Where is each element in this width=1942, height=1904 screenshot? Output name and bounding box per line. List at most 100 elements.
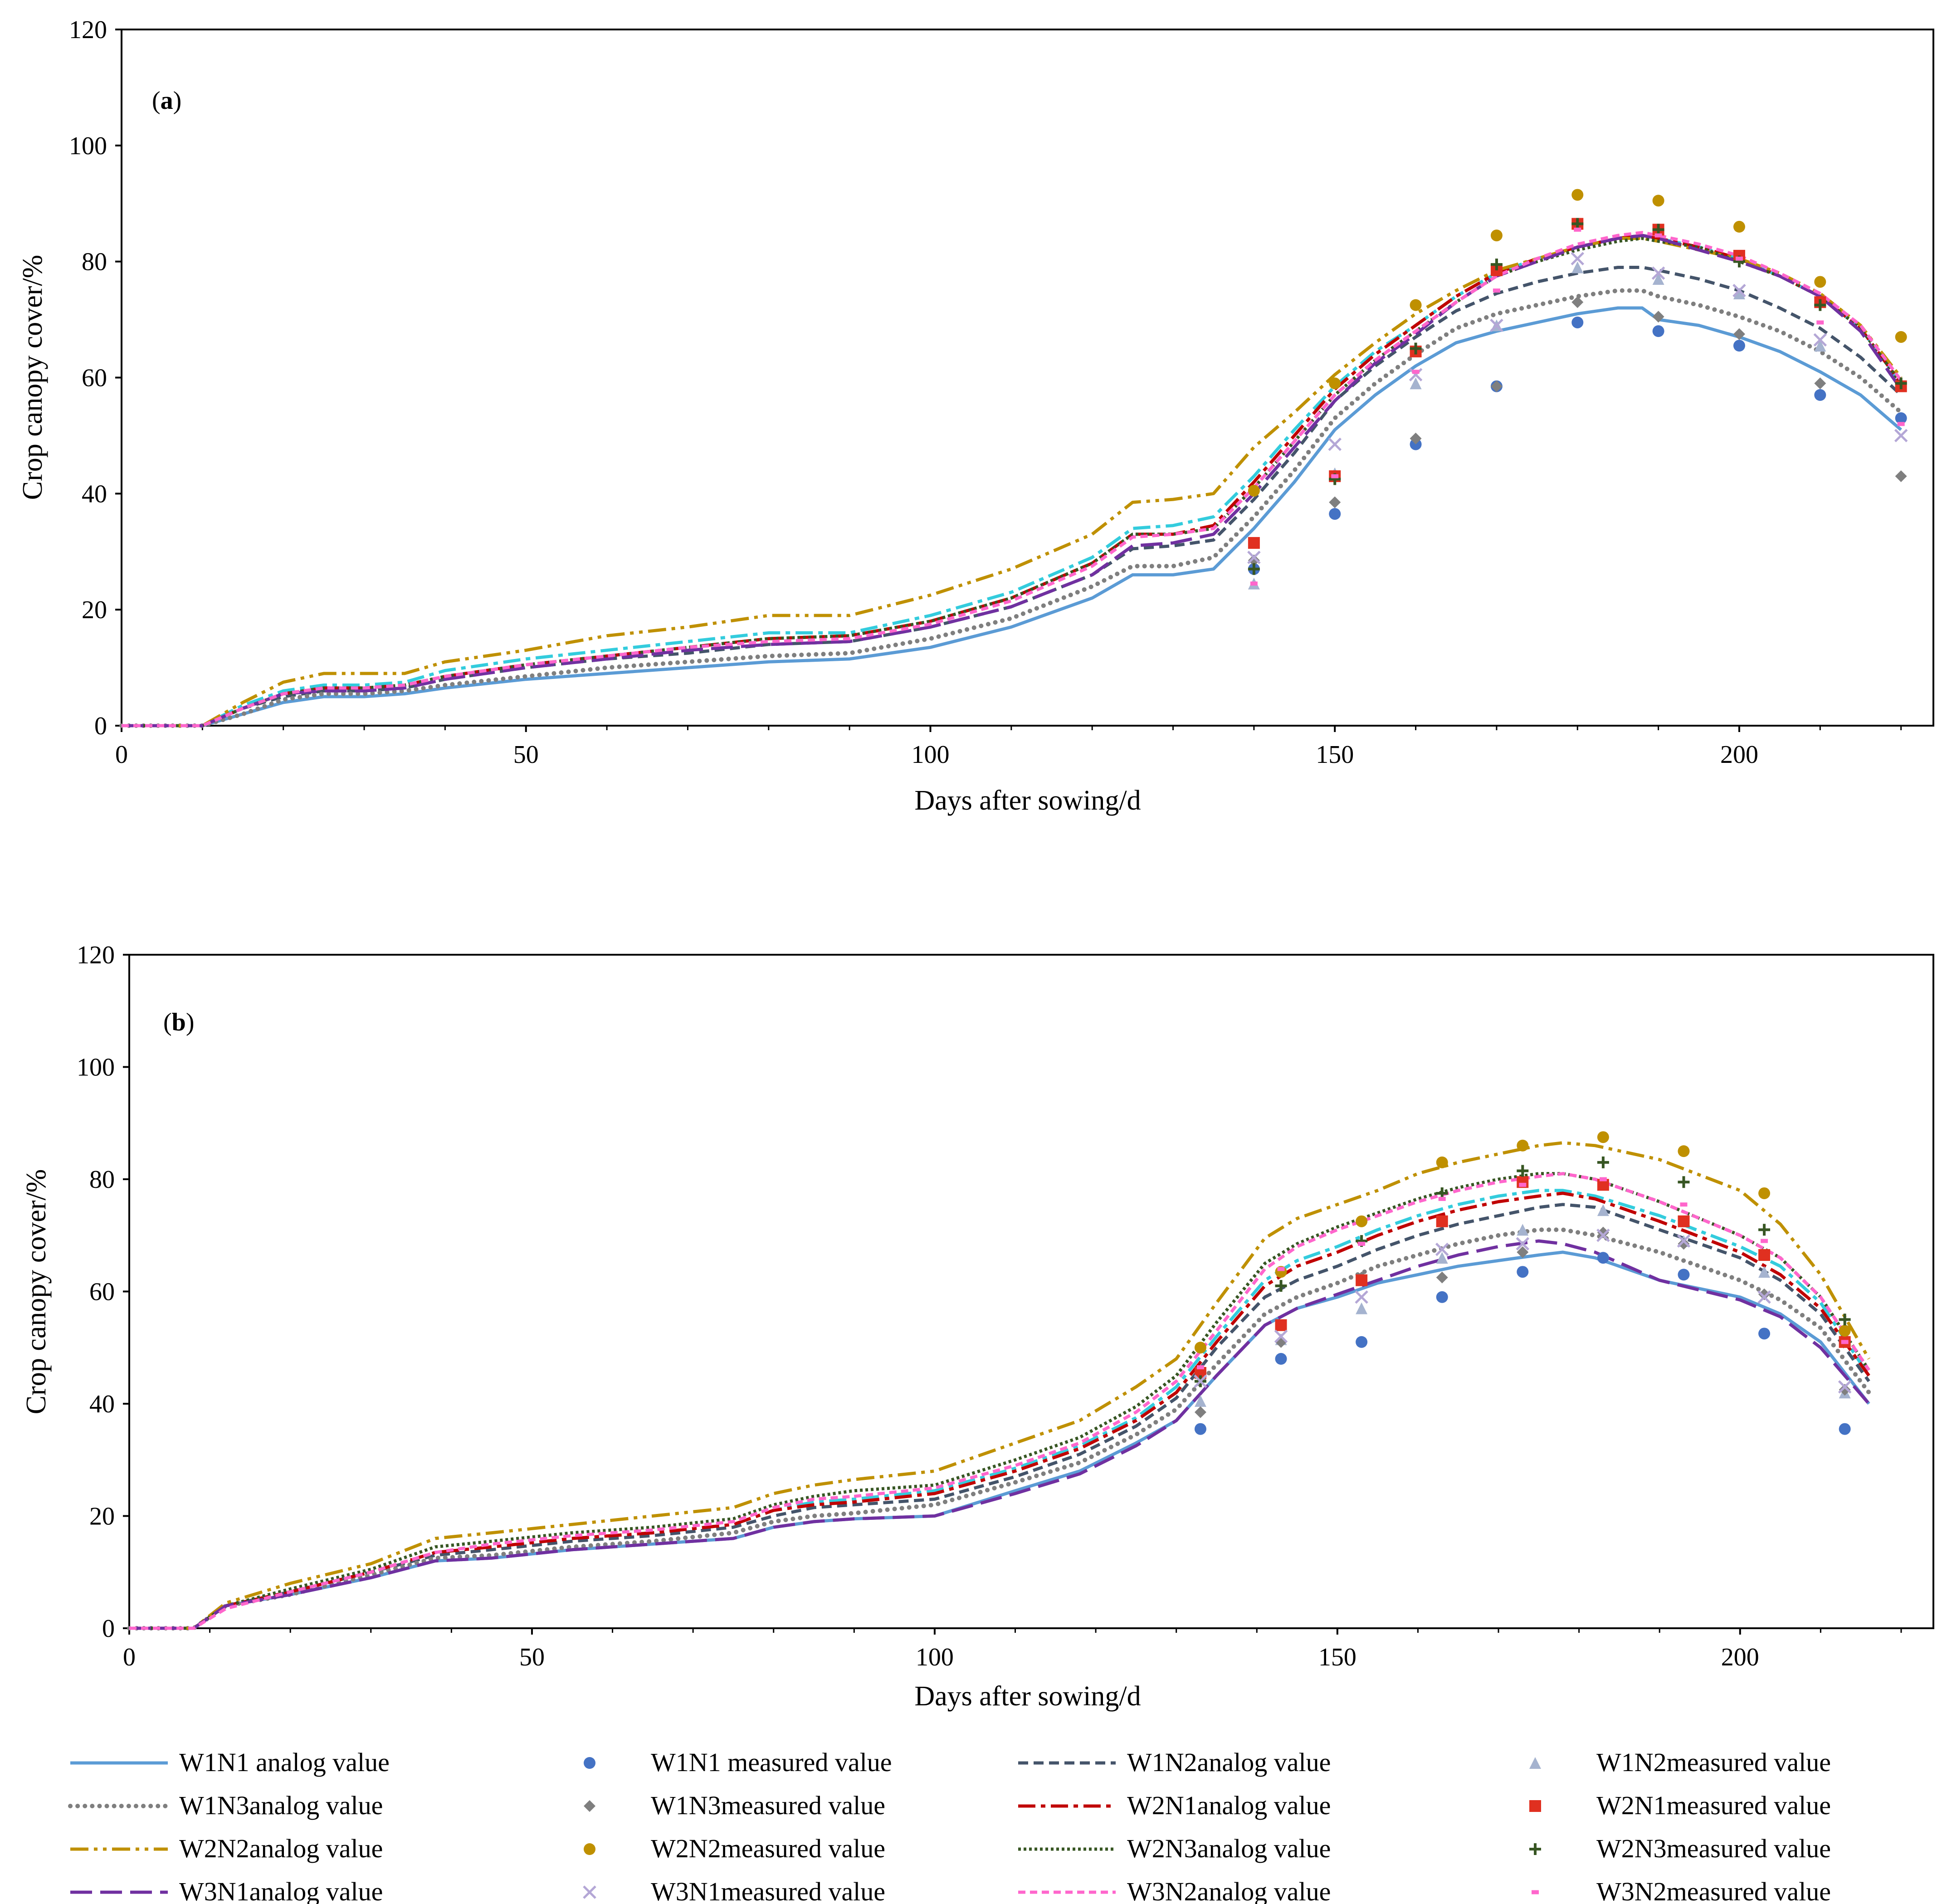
- legend-label: W2N3measured value: [1596, 1834, 1831, 1863]
- measured-point-w2n3: [1517, 1165, 1529, 1177]
- y-tick-label: 60: [89, 1278, 115, 1306]
- measured-point-w2n3: [1839, 1313, 1851, 1326]
- measured-point-w3n1: [1813, 333, 1827, 347]
- measured-point-w2n2: [1839, 1325, 1851, 1337]
- measured-point-w3n1: [1247, 551, 1261, 564]
- measured-point-w1n1: [1356, 1336, 1368, 1348]
- measured-point-w1n3: [1490, 380, 1503, 392]
- legend-marker-swatch: [584, 1757, 595, 1769]
- measured-point-w1n3: [1733, 328, 1745, 340]
- legend-label: W1N3measured value: [651, 1791, 885, 1820]
- y-tick-label: 80: [89, 1166, 115, 1194]
- panel-letter-b: b: [172, 1008, 186, 1036]
- measured-point-w2n3: [1490, 259, 1503, 271]
- measured-point-w3n1: [1677, 1234, 1691, 1248]
- axis-ticks-a: 0 20 40 60 80 100 120 0 50 100 150 200: [69, 16, 1902, 769]
- measured-point-w3n1: [1894, 429, 1908, 443]
- measured-point-w2n3: [1275, 1280, 1287, 1292]
- measured-point-w3n1: [1571, 252, 1585, 266]
- measured-point-w1n3: [1895, 470, 1907, 482]
- series-line-w2n2: [122, 237, 1903, 727]
- legend-item-w2n1-line: W2N1analog value: [1018, 1791, 1331, 1820]
- legend-item-w3n2-marker: W3N2measured value: [1532, 1877, 1831, 1904]
- measured-point-w2n2: [1571, 189, 1584, 201]
- chart-panel-b: 0 20 40 60 80 100 120 0 50 100 150 200 (b) Days aft…: [21, 941, 1934, 1712]
- series-line-w2n1: [129, 1191, 1870, 1630]
- legend-label: W3N2measured value: [1596, 1877, 1831, 1904]
- measured-point-w1n2: [1733, 288, 1745, 300]
- measured-point-w2n2: [1248, 484, 1260, 497]
- y-tick-label: 120: [69, 16, 107, 44]
- legend-item-w2n3-marker: W2N3measured value: [1529, 1834, 1831, 1863]
- measured-point-w1n2: [1652, 273, 1664, 285]
- series-line-w3n2: [122, 231, 1903, 727]
- measured-point-w1n3: [1814, 377, 1826, 390]
- legend-marker-swatch: [1529, 1757, 1541, 1769]
- measured-point-w3n1: [1757, 1290, 1771, 1304]
- measured-point-w1n1: [1436, 1291, 1448, 1303]
- measured-point-w1n3: [1194, 1406, 1206, 1418]
- measured-point-w2n2: [1329, 377, 1341, 390]
- panel-letter-a: a: [161, 87, 173, 115]
- series-line-w3n2: [129, 1172, 1870, 1630]
- measured-point-w2n1: [1248, 537, 1260, 549]
- y-tick-label: 20: [82, 596, 107, 624]
- series-line-cyan: [129, 1189, 1870, 1630]
- legend-label: W2N3analog value: [1127, 1834, 1331, 1863]
- measured-point-w1n1: [1275, 1353, 1287, 1365]
- measured-point-w3n1: [1194, 1374, 1207, 1388]
- measured-point-w1n3: [1248, 554, 1260, 566]
- x-tick-label: 0: [115, 741, 128, 769]
- measured-point-w1n2: [1571, 261, 1584, 273]
- measured-point-w2n1: [1356, 1274, 1368, 1286]
- legend-item-w1n2-marker: W1N2measured value: [1529, 1748, 1831, 1777]
- legend-item-w2n3-line: W2N3analog value: [1018, 1834, 1331, 1863]
- legend-label: W1N1 measured value: [651, 1748, 892, 1777]
- chart-panel-a: 0 20 40 60 80 100 120 0 50 100 150 200 (a) Days aft…: [17, 16, 1934, 816]
- analog-lines-b: [127, 1141, 1871, 1631]
- measured-point-w1n1: [1194, 1423, 1206, 1435]
- panel-label-b: (b): [163, 1008, 194, 1036]
- measured-point-w2n1: [1678, 1215, 1690, 1227]
- y-tick-label: 0: [94, 712, 107, 740]
- measured-point-w1n1: [1597, 1252, 1609, 1264]
- legend-item-w1n3-line: W1N3analog value: [68, 1791, 383, 1820]
- legend-item-w1n1-marker: W1N1 measured value: [584, 1748, 892, 1777]
- measured-point-w2n3: [1410, 342, 1422, 355]
- legend-item-w3n2-line: W3N2analog value: [1018, 1877, 1331, 1904]
- measured-point-w1n1: [1895, 412, 1907, 425]
- measured-point-w1n1: [1517, 1266, 1529, 1278]
- measured-point-w1n2: [1517, 1224, 1529, 1236]
- measured-point-w2n2: [1517, 1139, 1529, 1152]
- legend-item-w2n2-line: W2N2analog value: [70, 1834, 383, 1863]
- measured-point-w2n3: [1248, 563, 1260, 575]
- y-tick-label: 0: [102, 1615, 115, 1643]
- measured-point-w1n2: [1597, 1204, 1609, 1216]
- x-axis-title-a: Days after sowing/d: [914, 785, 1141, 816]
- legend-label: W2N2analog value: [179, 1834, 383, 1863]
- measured-point-w3n1: [1732, 283, 1746, 298]
- measured-point-w3n1: [1651, 266, 1665, 280]
- legend-item-w3n1-marker: W3N1measured value: [583, 1877, 885, 1904]
- measured-point-w1n3: [1678, 1238, 1690, 1250]
- legend-marker-swatch: [584, 1843, 595, 1855]
- measured-point-w2n3: [1758, 1224, 1771, 1236]
- measured-point-w2n3: [1597, 1156, 1609, 1168]
- measured-point-w2n2: [1194, 1342, 1206, 1354]
- legend-label: W3N2analog value: [1127, 1877, 1331, 1904]
- series-line-w1n3: [127, 1227, 1871, 1631]
- y-axis-title-b: Crop canopy cover/%: [21, 1169, 52, 1415]
- x-tick-label: 200: [1720, 741, 1758, 769]
- y-tick-label: 40: [89, 1390, 115, 1418]
- legend-item-w2n2-marker: W2N2measured value: [584, 1834, 885, 1863]
- measured-point-w3n1: [1409, 368, 1423, 381]
- legend-label: W2N1analog value: [1127, 1791, 1331, 1820]
- measured-point-w1n3: [1410, 432, 1422, 444]
- x-tick-label: 50: [519, 1643, 545, 1671]
- measured-point-w2n2: [1410, 299, 1422, 311]
- series-line-w1n2: [122, 266, 1903, 727]
- measured-point-w1n2: [1814, 340, 1826, 352]
- measured-point-w3n1: [1516, 1237, 1530, 1251]
- series-line-w2n3: [129, 1172, 1870, 1630]
